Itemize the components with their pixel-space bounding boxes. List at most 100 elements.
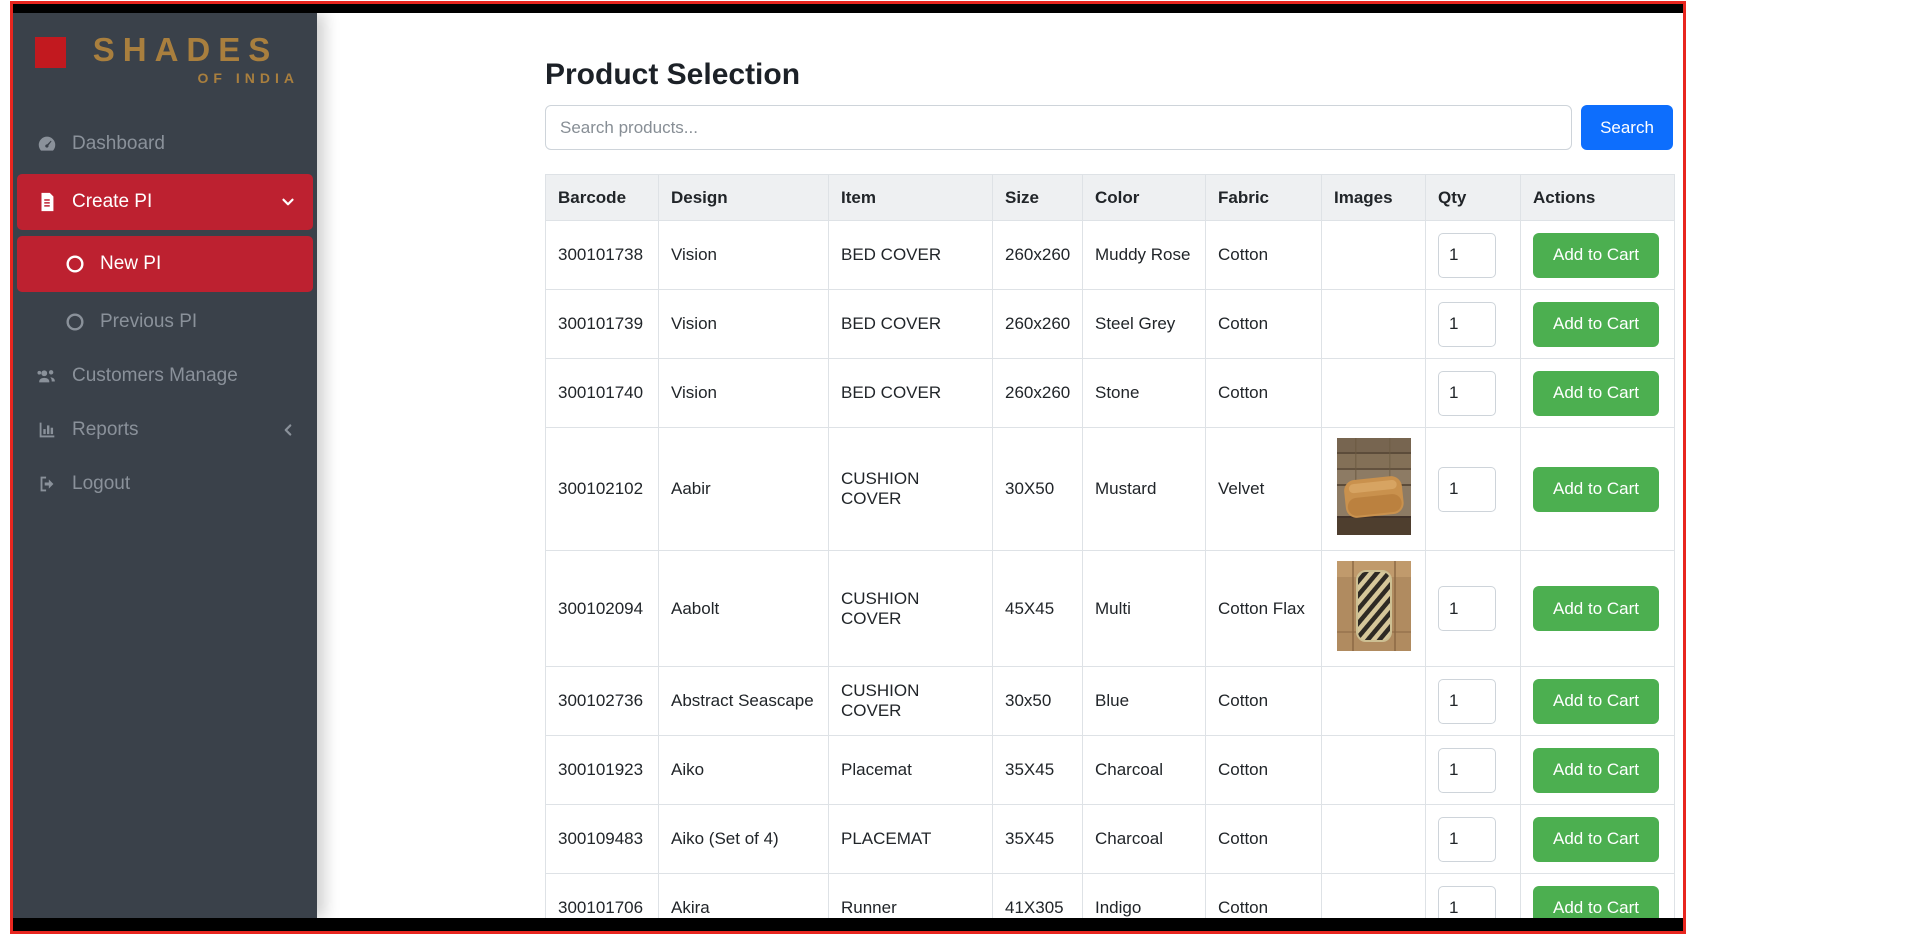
users-icon (35, 365, 59, 387)
add-to-cart-button[interactable]: Add to Cart (1533, 370, 1659, 416)
cell-barcode: 300101738 (545, 220, 659, 290)
product-image (1336, 561, 1411, 651)
logo-red-square-icon (35, 37, 66, 68)
cell-qty (1425, 666, 1521, 736)
qty-input[interactable] (1438, 370, 1496, 416)
search-input[interactable] (545, 105, 1572, 150)
qty-input[interactable] (1438, 586, 1496, 631)
table-header-row: Barcode Design Item Size Color Fabric Images Qt… (545, 174, 1675, 221)
cell-design: Aabolt (658, 550, 829, 667)
sidebar-item-label: Reports (72, 418, 139, 440)
qty-input[interactable] (1438, 301, 1496, 347)
sidebar: SHADES OF INDIA Dashboard Create P (13, 13, 317, 918)
search-button[interactable]: Search (1581, 105, 1673, 150)
cell-size: 30X50 (992, 427, 1083, 551)
sidebar-nav: Dashboard Create PI New PI (13, 120, 317, 508)
cell-item: PLACEMAT (828, 804, 993, 874)
search-bar: Search (545, 105, 1673, 150)
cell-design: Akira (658, 873, 829, 918)
sidebar-item-dashboard[interactable]: Dashboard (17, 120, 313, 168)
qty-input[interactable] (1438, 816, 1496, 862)
main-content: Product Selection Search BarcodeDesignIt… (317, 13, 1683, 918)
cell-images (1321, 735, 1426, 805)
column-header-actions: Actions (1520, 174, 1675, 221)
annotation-frame: SHADES OF INDIA Dashboard Create P (10, 1, 1686, 934)
add-to-cart-button[interactable]: Add to Cart (1533, 885, 1659, 918)
table-row: 300101739 Vision BED COVER 260x260 Steel Gre… (545, 289, 1675, 359)
column-header-size: Size (992, 174, 1083, 221)
cell-fabric: Cotton Flax (1205, 550, 1322, 667)
brand-logo: SHADES OF INDIA (13, 13, 317, 92)
cell-size: 35X45 (992, 804, 1083, 874)
sidebar-item-create-pi[interactable]: Create PI (17, 173, 313, 230)
cell-actions: Add to Cart (1520, 427, 1675, 551)
cell-qty (1425, 873, 1521, 918)
cell-design: Aabir (658, 427, 829, 551)
cell-actions: Add to Cart (1520, 735, 1675, 805)
cell-qty (1425, 220, 1521, 290)
sidebar-item-label: Logout (72, 472, 131, 494)
cell-item: Runner (828, 873, 993, 918)
cell-images (1321, 358, 1426, 428)
cell-qty (1425, 735, 1521, 805)
qty-input[interactable] (1438, 747, 1496, 793)
cell-fabric: Cotton (1205, 289, 1322, 359)
add-to-cart-button[interactable]: Add to Cart (1533, 301, 1659, 347)
cell-color: Stone (1082, 358, 1206, 428)
sidebar-item-label: Dashboard (72, 132, 165, 154)
cell-fabric: Cotton (1205, 358, 1322, 428)
column-header-qty: Qty (1425, 174, 1521, 221)
qty-input[interactable] (1438, 232, 1496, 278)
cell-actions: Add to Cart (1520, 666, 1675, 736)
column-header-images: Images (1321, 174, 1426, 221)
add-to-cart-button[interactable]: Add to Cart (1533, 466, 1659, 512)
add-to-cart-button[interactable]: Add to Cart (1533, 232, 1659, 278)
sidebar-item-logout[interactable]: Logout (17, 460, 313, 508)
table-row: 300101740 Vision BED COVER 260x260 Stone Cott… (545, 358, 1675, 428)
cell-actions: Add to Cart (1520, 804, 1675, 874)
logout-icon (35, 473, 59, 495)
sidebar-item-customers-manage[interactable]: Customers Manage (17, 352, 313, 400)
circle-icon (63, 253, 87, 275)
cell-item: CUSHION COVER (828, 427, 993, 551)
cell-item: CUSHION COVER (828, 666, 993, 736)
page-title: Product Selection (545, 58, 801, 91)
sidebar-item-label: New PI (100, 252, 162, 274)
cell-item: BED COVER (828, 220, 993, 290)
column-header-design: Design (658, 174, 829, 221)
qty-input[interactable] (1438, 678, 1496, 724)
add-to-cart-button[interactable]: Add to Cart (1533, 747, 1659, 793)
cell-item: Placemat (828, 735, 993, 805)
cell-color: Indigo (1082, 873, 1206, 918)
cell-item: BED COVER (828, 289, 993, 359)
cell-barcode: 300101706 (545, 873, 659, 918)
cell-size: 260x260 (992, 358, 1083, 428)
cell-size: 41X305 (992, 873, 1083, 918)
column-header-fabric: Fabric (1205, 174, 1322, 221)
add-to-cart-button[interactable]: Add to Cart (1533, 678, 1659, 724)
sidebar-item-previous-pi[interactable]: Previous PI (17, 298, 313, 346)
sidebar-item-reports[interactable]: Reports (17, 406, 313, 454)
cell-color: Muddy Rose (1082, 220, 1206, 290)
app-window: SHADES OF INDIA Dashboard Create P (13, 13, 1683, 918)
sidebar-item-new-pi[interactable]: New PI (17, 235, 313, 292)
cell-qty (1425, 427, 1521, 551)
add-to-cart-button[interactable]: Add to Cart (1533, 586, 1659, 631)
cell-fabric: Cotton (1205, 666, 1322, 736)
qty-input[interactable] (1438, 466, 1496, 512)
add-to-cart-button[interactable]: Add to Cart (1533, 816, 1659, 862)
cell-fabric: Velvet (1205, 427, 1322, 551)
chevron-down-icon (279, 193, 297, 211)
cell-fabric: Cotton (1205, 735, 1322, 805)
cell-color: Charcoal (1082, 735, 1206, 805)
cell-size: 45X45 (992, 550, 1083, 667)
cell-design: Vision (658, 358, 829, 428)
cell-size: 35X45 (992, 735, 1083, 805)
table-row: 300109483 Aiko (Set of 4) PLACEMAT 35X45 Cha… (545, 804, 1675, 874)
cell-fabric: Cotton (1205, 873, 1322, 918)
cell-actions: Add to Cart (1520, 289, 1675, 359)
cell-images (1321, 220, 1426, 290)
qty-input[interactable] (1438, 885, 1496, 918)
circle-icon (63, 311, 87, 333)
